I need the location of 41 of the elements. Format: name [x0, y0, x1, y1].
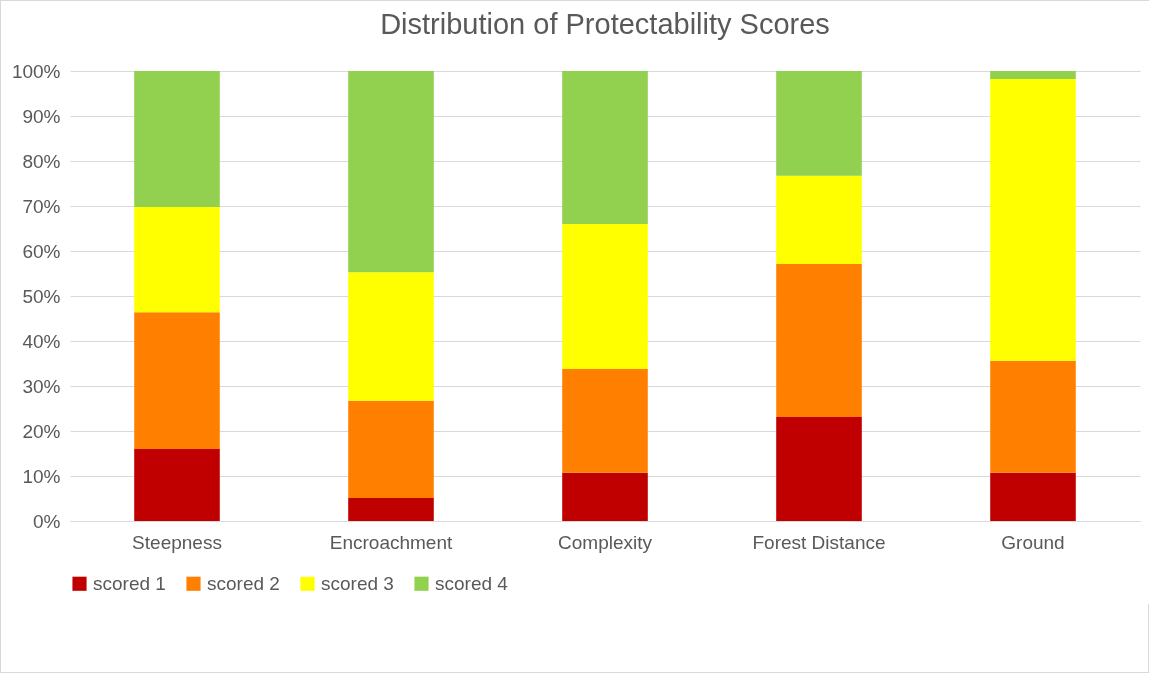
bar	[776, 417, 862, 521]
y-tick-label: 90%	[22, 105, 61, 127]
chart-title: Distribution of Protectability Scores	[380, 8, 830, 40]
y-tick-label: 80%	[22, 150, 61, 172]
y-tick-label: 20%	[22, 420, 61, 442]
bar	[348, 400, 434, 499]
y-tick-label: 70%	[22, 195, 61, 217]
bar	[990, 79, 1076, 361]
y-tick-label: 100%	[11, 60, 61, 82]
bar	[776, 71, 862, 176]
bar	[990, 71, 1076, 80]
x-tick-label: Steepness	[132, 531, 222, 553]
y-tick-label: 30%	[22, 375, 61, 397]
bar	[562, 368, 648, 473]
legend-label: scored 2	[207, 572, 280, 594]
bar	[562, 224, 648, 369]
x-tick-label: Forest Distance	[752, 531, 886, 553]
bar	[348, 498, 434, 521]
bar	[348, 71, 434, 273]
y-tick-label: 40%	[22, 330, 61, 352]
bar	[134, 449, 220, 521]
bar	[562, 71, 648, 224]
bar	[776, 175, 862, 265]
legend-label: scored 4	[435, 572, 509, 594]
x-tick-label: Complexity	[558, 531, 653, 553]
bar	[134, 312, 220, 449]
y-tick-label: 10%	[22, 465, 61, 487]
bar	[134, 206, 220, 313]
bar	[134, 71, 220, 207]
y-tick-label: 50%	[22, 285, 61, 307]
bar	[990, 360, 1076, 473]
bar	[990, 472, 1076, 521]
bar	[562, 472, 648, 521]
legend-label: scored 3	[321, 572, 394, 594]
y-tick-label: 60%	[22, 240, 61, 262]
bar	[776, 264, 862, 418]
x-tick-label: Encroachment	[329, 531, 453, 553]
x-tick-label: Ground	[1001, 531, 1065, 553]
y-tick-label: 0%	[33, 510, 61, 532]
bar	[348, 272, 434, 401]
legend-label: scored 1	[93, 572, 166, 594]
